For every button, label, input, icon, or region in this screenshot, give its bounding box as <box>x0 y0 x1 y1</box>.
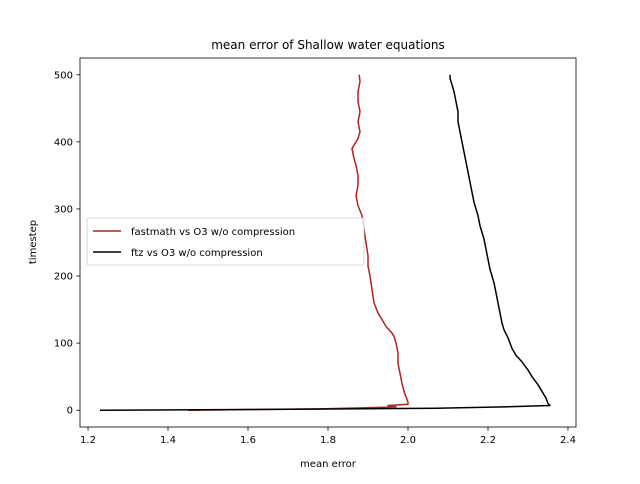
y-tick-label: 200 <box>54 272 73 283</box>
y-tick-label: 100 <box>54 339 73 350</box>
chart-title: mean error of Shallow water equations <box>211 38 445 52</box>
y-tick-label: 500 <box>54 70 73 81</box>
series-line-2 <box>99 74 551 411</box>
y-tick-label: 0 <box>67 406 73 417</box>
x-axis-label: mean error <box>300 459 357 470</box>
x-tick-label: 2.4 <box>560 435 576 446</box>
legend-label-1: fastmath vs O3 w/o compression <box>131 227 295 238</box>
y-tick-label: 400 <box>54 137 73 148</box>
x-tick-label: 1.6 <box>240 435 256 446</box>
legend-box <box>86 217 365 266</box>
x-tick-label: 2.0 <box>400 435 416 446</box>
x-tick-label: 1.4 <box>160 435 176 446</box>
plot-area: 1.2 1.4 1.6 1.8 2.0 2.2 2.4 0 100 200 300 400 500 <box>54 57 577 446</box>
y-tick-label: 300 <box>54 204 73 215</box>
legend: fastmath vs O3 w/o compression ftz vs O3 … <box>86 217 365 266</box>
x-tick-label: 1.2 <box>80 435 96 446</box>
y-axis-label: timestep <box>28 220 39 264</box>
x-tick-label: 1.8 <box>320 435 336 446</box>
series-line-1 <box>187 74 409 411</box>
x-tick-label: 2.2 <box>480 435 496 446</box>
legend-label-2: ftz vs O3 w/o compression <box>131 248 263 259</box>
